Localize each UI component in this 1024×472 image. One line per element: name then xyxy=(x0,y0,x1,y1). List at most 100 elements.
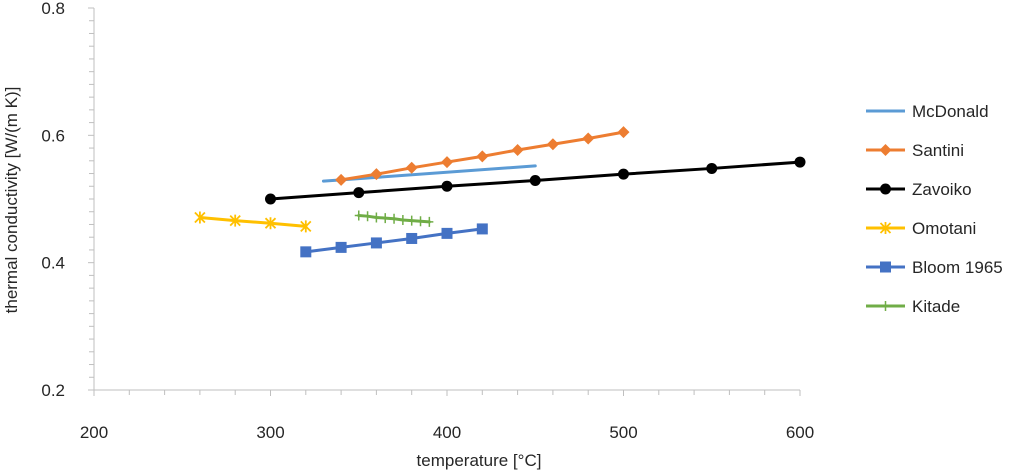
legend-item-kitade: Kitade xyxy=(866,297,960,316)
data-point-santini xyxy=(476,150,489,163)
diamond-shape xyxy=(511,143,524,156)
data-point-santini xyxy=(370,168,383,181)
diamond-shape xyxy=(335,173,348,186)
circle-shape xyxy=(441,180,453,192)
data-point-omotani xyxy=(300,220,312,233)
data-point-omotani xyxy=(229,214,241,227)
diamond-shape xyxy=(879,144,892,156)
series-mcdonald xyxy=(321,164,537,183)
plus-shape xyxy=(407,215,416,226)
square-shape xyxy=(406,232,418,244)
data-point-zavoiko xyxy=(353,187,365,199)
diamond-shape xyxy=(370,168,383,181)
data-point-bloom-1965 xyxy=(300,246,312,258)
star-shape xyxy=(229,214,241,227)
y-tick-label: 0.4 xyxy=(41,254,65,273)
legend-label-omotani: Omotani xyxy=(912,219,976,238)
y-tick-label: 0.8 xyxy=(41,0,65,18)
legend-marker-zavoiko xyxy=(880,183,891,195)
circle-shape xyxy=(880,183,891,195)
diamond-shape xyxy=(441,156,453,169)
series-line-mcdonald xyxy=(321,164,537,183)
data-point-omotani xyxy=(264,217,277,230)
series-line-bloom-1965 xyxy=(304,227,484,254)
data-point-kitade xyxy=(363,211,372,222)
data-point-kitade xyxy=(354,210,363,221)
data-point-kitade xyxy=(407,215,416,226)
data-point-santini xyxy=(405,161,418,174)
data-point-kitade xyxy=(398,215,407,226)
star-shape xyxy=(879,222,892,234)
data-point-kitade xyxy=(372,212,381,223)
diamond-shape xyxy=(476,150,489,163)
square-shape xyxy=(335,241,347,253)
x-axis-title: temperature [°C] xyxy=(417,451,542,470)
star-shape xyxy=(264,217,277,230)
legend-label-kitade: Kitade xyxy=(912,297,960,316)
legend-marker-bloom-1965 xyxy=(880,261,891,273)
data-point-kitade xyxy=(381,213,390,224)
data-point-bloom-1965 xyxy=(441,227,453,239)
circle-shape xyxy=(706,162,718,174)
legend-item-omotani: Omotani xyxy=(866,219,976,238)
data-point-bloom-1965 xyxy=(335,241,347,253)
diamond-shape xyxy=(405,161,418,174)
series-line-omotani xyxy=(198,215,308,228)
data-point-santini xyxy=(441,156,453,169)
legend-marker-kitade xyxy=(881,301,890,311)
data-point-zavoiko xyxy=(706,162,718,174)
x-tick-label: 300 xyxy=(256,423,284,442)
legend-marker-omotani xyxy=(879,222,892,234)
plus-shape xyxy=(416,216,425,227)
data-point-santini xyxy=(582,132,595,145)
circle-shape xyxy=(353,187,365,199)
data-point-kitade xyxy=(416,216,425,227)
data-point-bloom-1965 xyxy=(476,223,488,235)
plus-shape xyxy=(398,215,407,226)
star-shape xyxy=(300,220,312,233)
legend-label-bloom-1965: Bloom 1965 xyxy=(912,258,1003,277)
square-shape xyxy=(300,246,312,258)
data-point-kitade xyxy=(390,213,399,224)
data-point-santini xyxy=(546,138,559,151)
x-tick-label: 600 xyxy=(786,423,814,442)
legend: McDonald Santini Zavoiko Omotani Bloom 1965 K… xyxy=(866,102,1003,316)
plus-shape xyxy=(363,211,372,222)
y-tick-label: 0.6 xyxy=(41,126,65,145)
data-point-santini xyxy=(511,143,524,156)
plus-shape xyxy=(881,301,890,311)
data-point-zavoiko xyxy=(529,175,541,187)
data-point-santini xyxy=(335,173,348,186)
circle-shape xyxy=(529,175,541,187)
x-tick-label: 200 xyxy=(80,423,108,442)
diamond-shape xyxy=(617,126,630,139)
data-point-zavoiko xyxy=(265,193,276,205)
x-tick-label: 400 xyxy=(433,423,461,442)
data-point-santini xyxy=(617,126,630,139)
plus-shape xyxy=(390,213,399,224)
plus-shape xyxy=(354,210,363,221)
data-point-zavoiko xyxy=(794,156,806,168)
legend-marker-santini xyxy=(879,144,892,156)
circle-shape xyxy=(618,168,629,180)
series-bloom-1965 xyxy=(300,223,488,258)
legend-label-zavoiko: Zavoiko xyxy=(912,180,972,199)
square-shape xyxy=(476,223,488,235)
series-omotani xyxy=(194,211,312,233)
axes: 200 300 400 500 600 0.2 0.4 0.6 0.8 xyxy=(41,0,814,442)
series-kitade xyxy=(354,210,434,227)
legend-item-mcdonald: McDonald xyxy=(866,102,989,121)
data-point-zavoiko xyxy=(441,180,453,192)
legend-label-mcdonald: McDonald xyxy=(912,102,989,121)
square-shape xyxy=(370,237,382,249)
series-santini xyxy=(335,126,630,186)
series-zavoiko xyxy=(265,156,806,205)
square-shape xyxy=(880,261,891,273)
x-tick-label: 500 xyxy=(609,423,637,442)
y-tick-label: 0.2 xyxy=(41,381,65,400)
diamond-shape xyxy=(546,138,559,151)
data-point-bloom-1965 xyxy=(406,232,418,244)
legend-label-santini: Santini xyxy=(912,141,964,160)
legend-item-bloom-1965: Bloom 1965 xyxy=(866,258,1003,277)
circle-shape xyxy=(265,193,276,205)
